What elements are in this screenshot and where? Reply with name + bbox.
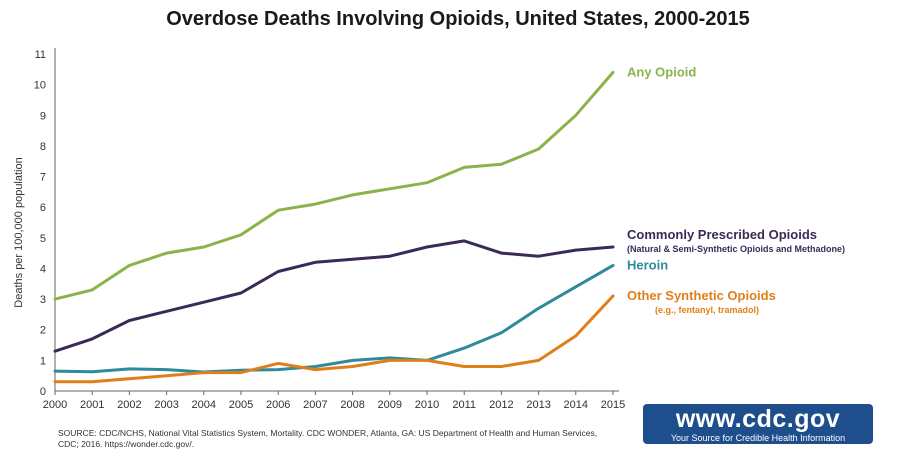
x-tick-label: 2006 <box>266 399 290 411</box>
series-label-0: Any Opioid <box>627 64 696 79</box>
x-tick-label: 2014 <box>564 399 588 411</box>
series-line-0 <box>53 70 615 301</box>
chart-title: Overdose Deaths Involving Opioids, Unite… <box>166 8 750 30</box>
series-label-3: Other Synthetic Opioids <box>627 288 776 303</box>
x-tick-label: 2015 <box>601 399 625 411</box>
y-tick-label: 3 <box>40 294 46 306</box>
x-tick-label: 2011 <box>452 399 476 411</box>
cdc-badge[interactable]: www.cdc.gov Your Source for Credible Hea… <box>643 404 873 444</box>
x-tick-label: 2013 <box>526 399 550 411</box>
y-tick-label: 5 <box>40 233 46 245</box>
badge-tagline: Your Source for Credible Health Informat… <box>670 433 846 443</box>
x-tick-label: 2000 <box>43 399 67 411</box>
series-label-1: Commonly Prescribed Opioids <box>627 227 817 242</box>
y-tick-label: 10 <box>34 80 46 92</box>
x-tick-label: 2002 <box>117 399 141 411</box>
series-lines <box>53 70 615 384</box>
y-tick-label: 8 <box>40 141 46 153</box>
series-label-2: Heroin <box>627 257 668 272</box>
badge-url: www.cdc.gov <box>675 405 841 433</box>
x-tick-label: 2003 <box>154 399 178 411</box>
x-tick-label: 2008 <box>340 399 364 411</box>
axes: 0 1 2 3 4 5 6 7 8 9 10 11 2000 2001 2002 2003 2004 2005 20… <box>13 48 625 411</box>
y-tick-label: 11 <box>35 49 46 61</box>
x-tick-label: 2001 <box>80 399 104 411</box>
x-tick-label: 2007 <box>303 399 327 411</box>
y-tick-label: 7 <box>40 172 46 184</box>
y-axis-label: Deaths per 100,000 population <box>13 157 25 307</box>
y-tick-label: 9 <box>40 110 46 122</box>
x-tick-label: 2010 <box>415 399 439 411</box>
y-tick-label: 1 <box>40 355 46 367</box>
series-line-2 <box>53 263 615 374</box>
source-note: SOURCE: CDC/NCHS, National Vital Statist… <box>58 428 598 449</box>
series-line-1 <box>53 239 615 353</box>
x-tick-label: 2004 <box>192 399 216 411</box>
y-tick-label: 4 <box>40 263 46 275</box>
x-tick-label: 2005 <box>229 399 253 411</box>
series-sublabel-1: (Natural & Semi-Synthetic Opioids and Me… <box>627 244 845 254</box>
x-tick-label: 2012 <box>489 399 513 411</box>
x-tick-label: 2009 <box>378 399 402 411</box>
series-labels: Any Opioid Commonly Prescribed Opioids (Na… <box>627 64 845 315</box>
y-tick-label: 2 <box>40 325 46 337</box>
y-tick-label: 6 <box>40 202 46 214</box>
y-tick-label: 0 <box>40 386 46 398</box>
series-line-3 <box>53 294 615 384</box>
series-sublabel-3: (e.g., fentanyl, tramadol) <box>655 305 759 315</box>
